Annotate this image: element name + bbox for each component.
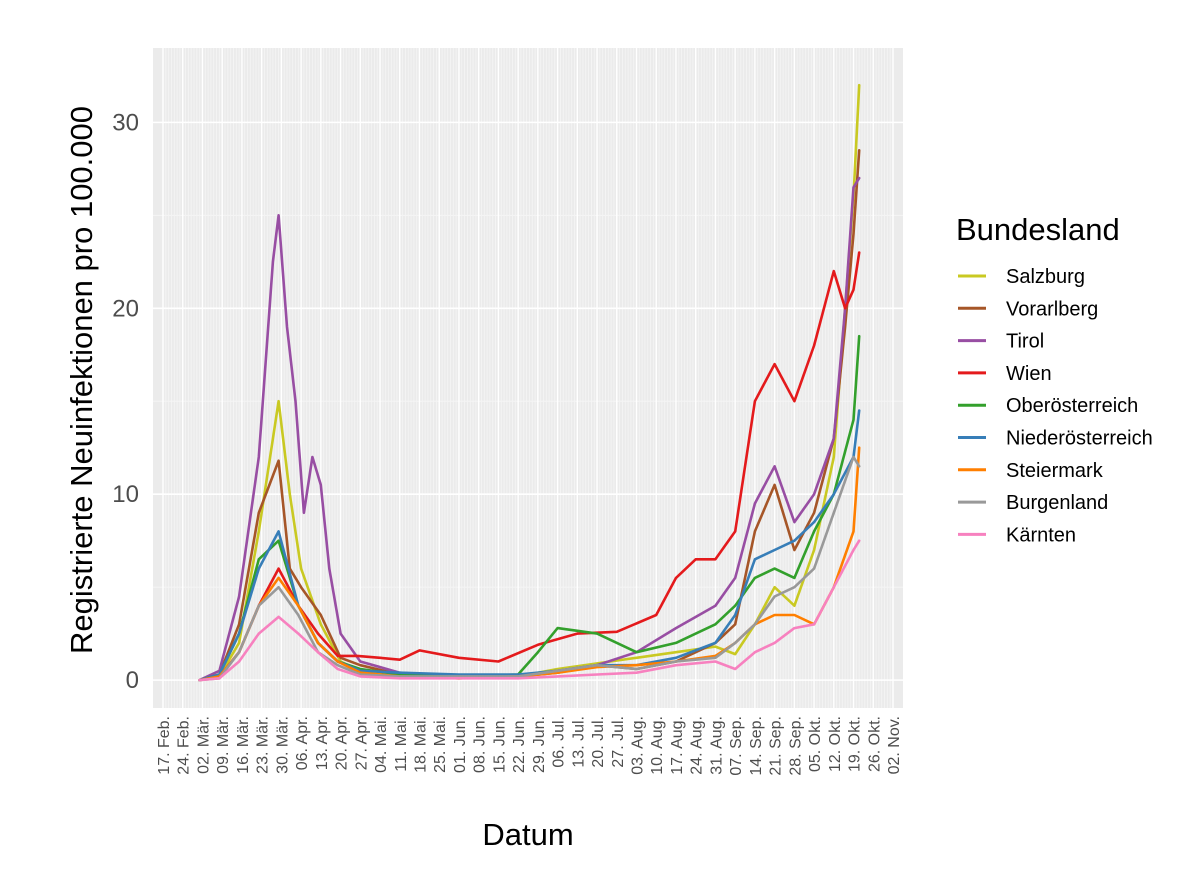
x-tick-label: 17. Feb. xyxy=(156,716,173,775)
x-tick-label: 13. Apr. xyxy=(314,716,331,770)
x-axis-ticks: 17. Feb. 24. Feb. 02. Mär. 09. Mär. 16. Mär.… xyxy=(156,716,903,776)
x-tick-label: 20. Apr. xyxy=(334,716,351,770)
x-tick-label: 22. Jun. xyxy=(511,716,528,773)
x-tick-label: 27. Apr. xyxy=(353,716,370,770)
x-tick-label: 11. Mai. xyxy=(393,716,410,772)
legend-title: Bundesland xyxy=(956,212,1120,247)
legend-label: Burgenland xyxy=(1006,492,1108,514)
x-tick-label: 05. Okt. xyxy=(807,716,824,772)
x-tick-label: 10. Aug. xyxy=(649,716,666,775)
x-tick-label: 07. Sep. xyxy=(728,716,745,776)
x-tick-label: 18. Mai. xyxy=(412,716,429,773)
plot-panel xyxy=(153,48,903,708)
series-line-salzburg xyxy=(198,83,861,682)
y-axis-title: Registrierte Neuinfektionen pro 100.000 xyxy=(64,106,99,654)
x-tick-label: 24. Feb. xyxy=(176,716,193,775)
x-tick-label: 19. Okt. xyxy=(847,716,864,772)
y-tick-label: 10 xyxy=(112,481,139,508)
legend-label: Steiermark xyxy=(1006,460,1104,482)
x-tick-label: 20. Jul. xyxy=(590,716,607,768)
legend-label: Tirol xyxy=(1006,331,1044,353)
legend-label: Wien xyxy=(1006,363,1052,385)
x-tick-label: 17. Aug. xyxy=(669,716,686,775)
legend-label: Oberösterreich xyxy=(1006,395,1138,417)
x-tick-label: 06. Jul. xyxy=(551,716,568,768)
y-tick-label: 0 xyxy=(126,667,139,694)
x-tick-label: 15. Jun. xyxy=(491,716,508,773)
legend: Bundesland Salzburg Vorarlberg Tirol Wien Ob… xyxy=(956,212,1153,546)
x-tick-label: 28. Sep. xyxy=(787,716,804,776)
legend-label: Vorarlberg xyxy=(1006,298,1098,320)
series-line-oberösterreich xyxy=(198,334,861,682)
x-tick-label: 21. Sep. xyxy=(768,716,785,776)
x-axis-title: Datum xyxy=(482,817,573,852)
x-tick-label: 14. Sep. xyxy=(748,716,765,776)
x-tick-label: 29. Jun. xyxy=(531,716,548,773)
x-tick-label: 08. Jun. xyxy=(472,716,489,773)
x-tick-label: 04. Mai. xyxy=(373,716,390,773)
x-tick-label: 03. Aug. xyxy=(630,716,647,775)
series-lines xyxy=(198,83,861,682)
x-tick-label: 31. Aug. xyxy=(708,716,725,775)
x-tick-label: 24. Aug. xyxy=(689,716,706,775)
series-line-steiermark xyxy=(198,446,861,682)
y-tick-label: 20 xyxy=(112,295,139,322)
x-tick-label: 02. Mär. xyxy=(195,716,212,774)
x-tick-label: 02. Nov. xyxy=(886,716,903,774)
x-tick-label: 16. Mär. xyxy=(235,716,252,774)
x-tick-label: 13. Jul. xyxy=(570,716,587,768)
x-tick-label: 01. Jun. xyxy=(452,716,469,773)
legend-items: Salzburg Vorarlberg Tirol Wien Oberösterreic… xyxy=(958,266,1153,546)
x-tick-label: 26. Okt. xyxy=(866,716,883,772)
x-tick-label: 23. Mär. xyxy=(255,716,272,774)
x-tick-label: 25. Mai. xyxy=(432,716,449,773)
legend-label: Kärnten xyxy=(1006,524,1076,546)
legend-label: Salzburg xyxy=(1006,266,1085,288)
series-line-kärnten xyxy=(198,539,861,682)
series-line-burgenland xyxy=(198,455,861,682)
x-tick-label: 12. Okt. xyxy=(827,716,844,772)
grid-major xyxy=(153,48,903,708)
x-tick-label: 06. Apr. xyxy=(294,716,311,770)
x-tick-label: 09. Mär. xyxy=(215,716,232,774)
x-tick-label: 30. Mär. xyxy=(274,716,291,774)
legend-label: Niederösterreich xyxy=(1006,428,1153,450)
x-tick-label: 27. Jul. xyxy=(610,716,627,768)
y-tick-label: 30 xyxy=(112,109,139,136)
y-axis-ticks: 0 10 20 30 xyxy=(112,109,139,694)
